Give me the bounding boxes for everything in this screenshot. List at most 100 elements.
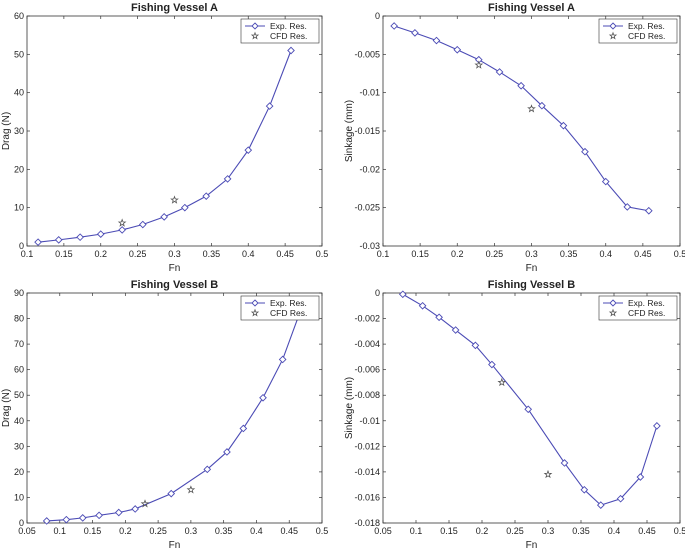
data-point-exp-res [636,473,645,481]
data-point-exp-res [644,206,653,215]
y-tick-label: -0.018 [354,518,380,528]
data-point-exp-res [488,360,496,369]
legend-label-exp-res: Exp. Res. [628,298,665,308]
chart-title: Fishing Vessel B [488,279,575,291]
legend-marker-exp-res [609,299,617,307]
data-point-exp-res [34,238,42,247]
data-point-exp-res [78,514,87,522]
data-point-exp-res [202,192,211,201]
data-point-exp-res [42,517,51,525]
x-tick-label: 0.5 [674,526,685,536]
x-axis-label: Fn [169,540,181,551]
y-tick-label: -0.025 [354,203,380,213]
y-axis-label: Drag (N) [1,389,12,427]
data-point-exp-res [653,422,661,430]
data-point-exp-res [390,22,398,30]
chart-panel-drag-vessel-b: 0.05 0.1 0.15 0.2 0.25 0.3 0.35 0.4 0.45 0.5 0 10 20… [1,279,328,551]
y-tick-label: 10 [14,492,24,502]
legend-marker-exp-res [251,22,259,30]
x-tick-label: 0.4 [599,249,612,259]
y-tick-label: -0.01 [359,88,380,98]
legend-marker-exp-res [251,299,259,307]
data-point-exp-res [623,203,632,211]
x-tick-label: 0.25 [129,249,147,259]
chart-panel-sinkage-vessel-b: 0.05 0.1 0.15 0.2 0.25 0.3 0.35 0.4 0.45 0.5 0 -0.0… [344,279,685,551]
x-tick-label: 0.35 [572,526,590,536]
data-point-exp-res [118,226,126,234]
legend-label-exp-res: Exp. Res. [270,298,307,308]
y-tick-label: -0.03 [359,241,380,251]
x-tick-label: 0.1 [21,249,34,259]
y-tick-label: -0.02 [359,164,380,174]
data-point-exp-res [435,313,443,322]
y-tick-label: 20 [14,467,24,477]
data-point-exp-res [432,36,441,45]
y-axis-label: Sinkage (mm) [344,100,355,162]
y-tick-label: 30 [14,441,24,451]
y-tick-label: -0.014 [354,467,380,477]
data-point-exp-res [474,55,483,64]
data-point-exp-res [114,508,123,517]
y-tick-label: 40 [14,88,24,98]
x-tick-label: 0.35 [215,526,233,536]
y-tick-label: -0.015 [354,126,380,136]
legend-label-cfd-res: CFD Res. [628,308,665,318]
legend-box [240,18,320,44]
x-tick-label: 0.45 [276,249,294,259]
y-tick-label: 60 [14,365,24,375]
chart-title: Fishing Vessel A [488,2,575,14]
data-point-exp-res [95,511,103,520]
data-point-exp-res [239,424,248,433]
data-point-exp-res [244,146,253,155]
y-tick-label: -0.002 [354,314,380,324]
y-tick-label: -0.008 [354,390,380,400]
data-point-exp-res [398,290,407,299]
chart-panel-drag-vessel-a: 0.1 0.15 0.2 0.25 0.3 0.35 0.4 0.45 0.5 0 10 20 30 40… [1,2,328,274]
x-axis-label: Fn [526,540,538,551]
plot-area [382,292,681,524]
x-axis-label: Fn [526,263,538,274]
data-point-cfd-res [170,195,179,204]
x-tick-label: 0.45 [638,526,656,536]
y-tick-label: 0 [19,241,24,251]
x-tick-label: 0.3 [168,249,181,259]
x-tick-label: 0.25 [486,249,504,259]
chart-panel-sinkage-vessel-a: 0.1 0.15 0.2 0.25 0.3 0.35 0.4 0.45 0.5 0 -0.005 -0… [344,2,685,274]
legend-label-exp-res: Exp. Res. [628,21,665,31]
data-point-cfd-res [527,104,536,113]
y-tick-label: 50 [14,390,24,400]
x-axis-label: Fn [169,263,181,274]
y-tick-label: -0.004 [354,339,380,349]
x-tick-label: 0.1 [377,249,390,259]
data-point-exp-res [180,203,189,212]
y-axis-label: Sinkage (mm) [344,377,355,439]
y-tick-label: -0.016 [354,492,380,502]
y-tick-label: -0.01 [359,416,380,426]
chart-title: Fishing Vessel A [131,2,218,14]
x-tick-label: 0.4 [608,526,621,536]
y-tick-label: 0 [19,518,24,528]
x-tick-label: 0.5 [674,249,685,259]
y-tick-label: 0 [375,288,380,298]
x-tick-label: 0.1 [54,526,67,536]
legend-box [598,295,678,321]
x-tick-label: 0.45 [280,526,298,536]
legend-box [240,295,320,321]
data-point-exp-res [453,45,462,54]
y-tick-label: 50 [14,49,24,59]
data-point-exp-res [138,220,147,229]
data-point-exp-res [517,81,525,90]
data-point-exp-res [167,489,176,498]
x-tick-label: 0.35 [560,249,578,259]
x-tick-label: 0.2 [119,526,132,536]
chart-title: Fishing Vessel B [131,279,218,291]
x-tick-label: 0.05 [18,526,36,536]
y-tick-label: 0 [375,11,380,21]
x-tick-label: 0.4 [250,526,263,536]
y-tick-label: -0.006 [354,365,380,375]
data-point-exp-res [259,393,267,402]
data-point-exp-res [76,233,84,242]
data-point-exp-res [203,465,212,474]
data-point-exp-res [451,326,460,334]
